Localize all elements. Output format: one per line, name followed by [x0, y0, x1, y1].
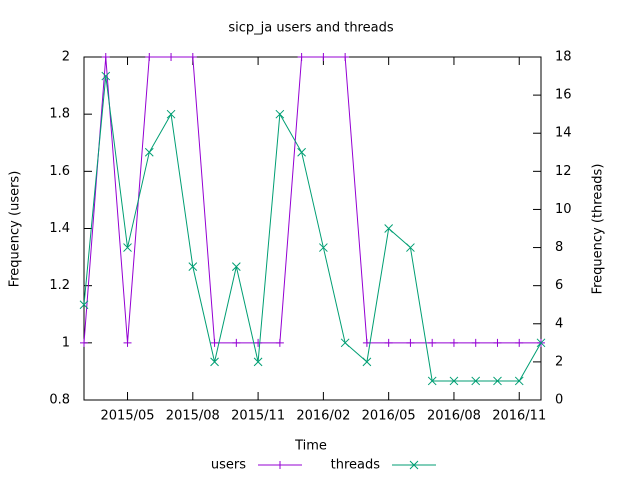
data-point	[188, 53, 197, 61]
series-line	[83, 75, 542, 382]
y-tick-label: 2	[62, 50, 70, 65]
x-tick-label: 2016/05	[362, 409, 416, 424]
data-point	[275, 109, 285, 119]
y-tick-label: 1.2	[49, 278, 70, 293]
data-point	[275, 338, 284, 347]
y-tick-label: 1	[62, 335, 70, 350]
data-point	[232, 338, 241, 347]
data-point	[406, 243, 415, 252]
legend-marker	[409, 460, 419, 470]
y2-tick-label: 6	[555, 278, 563, 293]
data-point	[123, 338, 132, 347]
data-point	[406, 338, 415, 347]
y2-tick-label: 16	[555, 88, 572, 103]
data-point	[145, 53, 154, 61]
data-point	[210, 338, 219, 347]
data-point	[514, 376, 524, 386]
x-tick-label: 2015/08	[166, 409, 220, 424]
y2-tick-label: 14	[555, 126, 572, 141]
data-point	[449, 376, 459, 386]
y2-axis-label: Frequency (threads)	[591, 164, 606, 295]
data-point	[297, 53, 306, 61]
data-point	[80, 338, 88, 347]
x-tick-label: 2015/05	[101, 409, 155, 424]
data-point	[188, 262, 198, 271]
data-point	[493, 338, 502, 347]
data-point	[362, 357, 372, 367]
data-point	[79, 300, 89, 310]
y2-tick-label: 12	[555, 164, 572, 179]
legend-label: users	[211, 458, 246, 473]
legend-marker	[276, 461, 284, 469]
data-point	[210, 357, 219, 367]
y-tick-label: 1.4	[49, 221, 70, 236]
data-point	[254, 338, 263, 347]
x-axis-label: Time	[294, 439, 327, 454]
data-point	[384, 338, 393, 347]
data-point	[515, 338, 524, 347]
data-point	[536, 338, 546, 348]
data-point	[166, 109, 176, 119]
y-tick-label: 0.8	[49, 393, 70, 408]
data-point	[319, 53, 328, 61]
y2-tick-label: 18	[555, 50, 572, 65]
y-tick-label: 1.6	[49, 164, 70, 179]
x-tick-label: 2016/11	[492, 409, 546, 424]
data-point	[253, 357, 263, 367]
data-point	[341, 53, 350, 61]
y-tick-label: 1.8	[49, 107, 70, 122]
data-point	[427, 376, 437, 386]
data-point	[428, 338, 437, 347]
data-point	[493, 376, 502, 386]
data-point	[319, 243, 328, 252]
y2-tick-label: 8	[555, 240, 563, 255]
y2-tick-label: 2	[555, 354, 563, 369]
data-point	[340, 338, 350, 348]
data-point	[123, 243, 132, 252]
y2-tick-label: 4	[555, 316, 563, 331]
data-point	[297, 147, 306, 157]
x-tick-label: 2016/08	[427, 409, 481, 424]
data-point	[231, 262, 241, 271]
series-line	[83, 56, 541, 344]
data-point	[449, 338, 458, 347]
y-axis-label: Frequency (users)	[8, 171, 23, 288]
data-point	[471, 376, 481, 386]
legend-label: threads	[331, 458, 381, 473]
x-tick-label: 2015/11	[231, 409, 285, 424]
data-point	[384, 224, 394, 233]
data-point	[167, 53, 176, 61]
plot-border	[83, 56, 542, 401]
y2-tick-label: 0	[555, 393, 563, 408]
data-point	[471, 338, 480, 347]
x-tick-label: 2016/02	[296, 409, 350, 424]
data-point	[101, 71, 111, 81]
data-point	[144, 147, 154, 157]
data-point	[101, 53, 110, 61]
y2-tick-label: 10	[555, 202, 572, 217]
chart-title: sicp_ja users and threads	[228, 21, 393, 36]
